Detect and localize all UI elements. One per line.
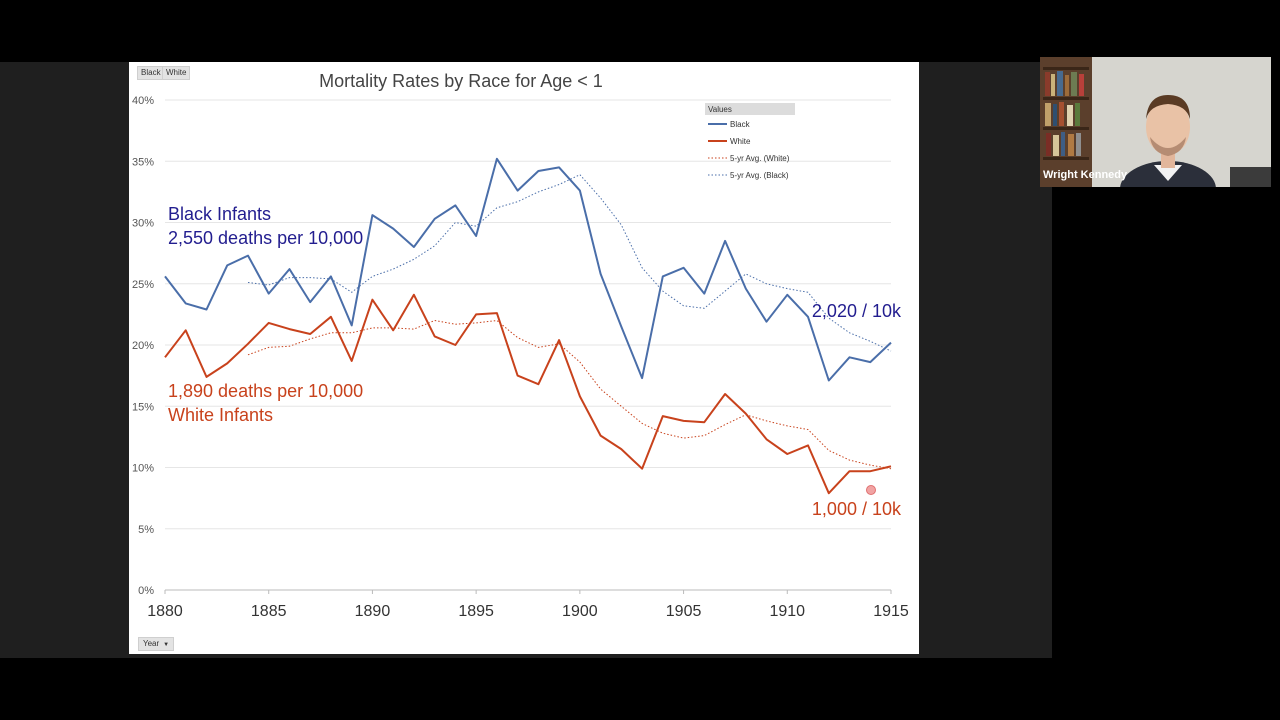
y-tick-label: 5% (138, 524, 154, 536)
year-axis-button[interactable]: Year ▼ (138, 637, 175, 651)
legend: Values Black White 5-yr Avg. (White) 5-yr Av… (705, 103, 795, 180)
chevron-down-icon: ▼ (163, 642, 170, 648)
legend-entry: 5-yr Avg. (White) (730, 154, 790, 163)
y-tick-label: 15% (132, 401, 154, 413)
series-lines (164, 157, 892, 495)
legend-entry: 5-yr Avg. (Black) (730, 171, 789, 180)
y-tick-label: 20% (132, 340, 154, 352)
legend-title: Values (708, 105, 732, 114)
annotation-label: 2,550 deaths per 10,000 (168, 228, 363, 248)
y-tick-label: 35% (132, 156, 154, 168)
participant-video[interactable]: Wright Kennedy (1040, 57, 1271, 187)
series-line-5-yr-avg-white (247, 320, 892, 470)
grid (165, 99, 891, 591)
filter-black-button[interactable]: Black (137, 66, 165, 80)
filter-white-button[interactable]: White (162, 66, 191, 80)
year-axis-label: Year (143, 639, 160, 648)
x-tick-label: 1885 (251, 603, 287, 620)
series-line-black (164, 157, 892, 382)
series-line-white (164, 293, 892, 495)
x-tick-label: 1895 (458, 603, 494, 620)
y-tick-label: 10% (132, 463, 154, 475)
slide: 0% 5% 10% 15% 20% 25% 30% 35% 40% 1880 1885 1890 18… (129, 62, 919, 654)
annotation-label: Black Infants (168, 204, 271, 224)
annotation-label: White Infants (168, 405, 273, 425)
y-tick-label: 30% (132, 218, 154, 230)
y-tick-label: 0% (138, 585, 154, 597)
y-axis: 0% 5% 10% 15% 20% 25% 30% 35% 40% (132, 95, 154, 597)
x-axis: 1880 1885 1890 1895 1900 1905 1910 1915 (147, 590, 909, 620)
annotation-label: 2,020 / 10k (812, 301, 902, 321)
cursor-pointer (866, 485, 876, 495)
chart-title: Mortality Rates by Race for Age < 1 (319, 71, 603, 91)
participant-name: Wright Kennedy (1043, 169, 1128, 181)
annotation-label: 1,890 deaths per 10,000 (168, 381, 363, 401)
x-tick-label: 1905 (666, 603, 702, 620)
y-tick-label: 40% (132, 95, 154, 107)
legend-entry: White (730, 137, 751, 146)
annotation-label: 1,000 / 10k (812, 499, 902, 519)
legend-header (705, 103, 795, 115)
legend-entry: Black (730, 120, 751, 129)
x-tick-label: 1915 (873, 603, 909, 620)
annotations: Black Infants 2,550 deaths per 10,000 2,02… (168, 204, 902, 519)
x-tick-label: 1910 (769, 603, 805, 620)
x-tick-label: 1890 (355, 603, 391, 620)
series-line-5-yr-avg-black (247, 174, 892, 352)
x-tick-label: 1900 (562, 603, 598, 620)
participant-video-frame (1040, 57, 1271, 187)
mortality-chart: 0%5%10%15%20%25%30%35%40% 1880 1885 1890 18… (132, 71, 909, 620)
y-tick-label: 25% (132, 279, 154, 291)
x-tick-label: 1880 (147, 603, 183, 620)
